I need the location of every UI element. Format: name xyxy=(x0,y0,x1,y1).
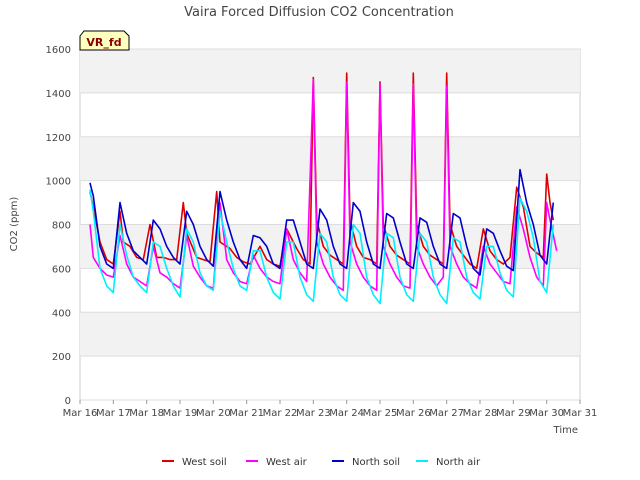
grid-band xyxy=(80,312,580,357)
x-tick-label: Mar 24 xyxy=(329,408,364,419)
y-tick-label: 200 xyxy=(52,352,71,363)
x-tick-label: Mar 17 xyxy=(96,408,131,419)
plot-area xyxy=(79,48,581,401)
legend-label: West soil xyxy=(182,457,227,468)
grid-lines xyxy=(80,48,580,401)
series-line-west-soil xyxy=(89,72,555,270)
y-tick-label: 1400 xyxy=(46,89,71,100)
y-tick-label: 600 xyxy=(52,264,71,275)
grid-band xyxy=(80,136,580,181)
x-tick-label: Mar 16 xyxy=(63,408,98,419)
series-layer xyxy=(89,72,558,305)
y-tick-label: 0 xyxy=(65,396,71,407)
x-tick-label: Mar 27 xyxy=(429,408,464,419)
x-tick-label: Mar 19 xyxy=(163,408,198,419)
x-tick-label: Mar 21 xyxy=(229,408,264,419)
x-tick-label: Mar 28 xyxy=(463,408,498,419)
y-tick-label: 400 xyxy=(52,308,71,319)
y-tick-label: 1000 xyxy=(46,177,71,188)
y-tick-label: 800 xyxy=(52,221,71,232)
site-badge: VR_fd xyxy=(79,30,130,51)
x-axis-label: Time xyxy=(553,425,578,436)
y-tick-label: 1600 xyxy=(46,45,71,56)
badge-label: VR_fd xyxy=(86,36,121,49)
legend-label: North soil xyxy=(352,457,400,468)
x-tick-label: Mar 31 xyxy=(563,408,598,419)
series-line-north-air xyxy=(89,189,555,305)
legend-label: North air xyxy=(436,457,481,468)
grid-band xyxy=(80,49,580,93)
badge-shape xyxy=(79,30,130,51)
legend-label: West air xyxy=(266,457,308,468)
x-tick-label: Mar 23 xyxy=(296,408,331,419)
x-tick-label: Mar 25 xyxy=(363,408,398,419)
legend: West soil West air North soil North air xyxy=(162,457,481,468)
x-tick-label: Mar 20 xyxy=(196,408,231,419)
y-axis-ticks: 0 200 400 600 800 1000 1200 1400 1600 xyxy=(46,45,71,407)
y-tick-label: 1200 xyxy=(46,133,71,144)
x-tick-label: Mar 18 xyxy=(129,408,164,419)
series-line-north-soil xyxy=(89,168,555,276)
chart-title: Vaira Forced Diffusion CO2 Concentration xyxy=(184,5,454,20)
y-axis-label: CO2 (ppm) xyxy=(9,197,20,252)
x-tick-label: Mar 22 xyxy=(263,408,298,419)
x-tick-label: Mar 29 xyxy=(496,408,531,419)
x-tick-label: Mar 26 xyxy=(396,408,431,419)
x-tick-label: Mar 30 xyxy=(529,408,564,419)
